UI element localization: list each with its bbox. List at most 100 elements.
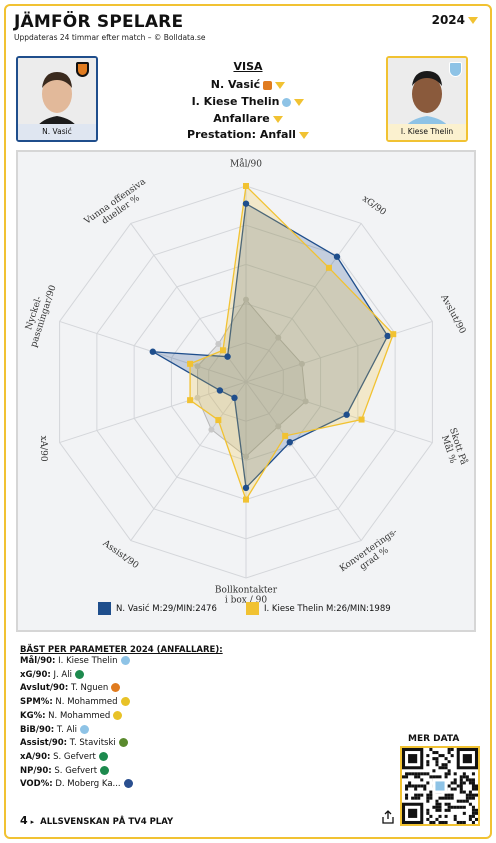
radar-axis-label: Vunna offensivadueller % — [82, 177, 154, 236]
qr-module — [426, 763, 430, 767]
qr-module — [432, 775, 436, 779]
qr-finder — [408, 808, 418, 818]
qr-module — [432, 769, 436, 773]
radar-axis-label: Skott PåMål % — [438, 426, 471, 470]
qr-center-logo — [435, 781, 445, 791]
qr-module — [468, 796, 472, 800]
best-row-value: I. Kiese Thelin — [55, 656, 118, 666]
year-value: 2024 — [431, 13, 465, 27]
best-row: Avslut/90: T. Nguen — [20, 683, 121, 693]
legend-player2: I. Kiese Thelin M:26/MIN:1989 — [246, 602, 391, 615]
qr-module — [435, 802, 439, 806]
player2-selector[interactable]: I. Kiese Thelin — [0, 95, 496, 108]
qr-module — [462, 811, 466, 815]
qr-module — [417, 784, 421, 788]
club-badge-icon — [74, 669, 84, 679]
player1-selector[interactable]: N. Vasić — [0, 78, 496, 91]
qr-module — [435, 805, 439, 809]
club-badge-icon — [282, 97, 292, 107]
best-row-value: N. Mohammed — [52, 697, 118, 708]
radar-point-player2 — [187, 397, 194, 404]
qr-module — [468, 802, 472, 806]
qr-module — [426, 817, 430, 821]
radar-spoke — [245, 320, 433, 383]
best-row: Mål/90: I. Kiese Thelin — [20, 656, 130, 666]
qr-module — [471, 787, 475, 791]
qr-module — [438, 754, 442, 758]
radar-axis-label: xA/90 — [38, 436, 48, 462]
club-badge-icon — [80, 724, 90, 734]
radar-point-player2 — [215, 417, 222, 424]
qr-module — [408, 781, 412, 785]
radar-axis-label-line: i box / 90 — [225, 596, 267, 606]
best-row-label: NP/90: — [20, 765, 52, 776]
qr-module — [447, 769, 451, 773]
qr-module — [438, 820, 442, 824]
footer-text: ALLSVENSKAN PÅ TV4 PLAY — [40, 817, 174, 827]
qr-module — [438, 808, 442, 812]
qr-module — [408, 784, 412, 788]
radar-average-point — [243, 453, 249, 460]
chevron-down-icon — [298, 131, 309, 139]
qr-module — [435, 757, 439, 761]
qr-module — [447, 802, 451, 806]
qr-module — [471, 814, 475, 818]
footer-link[interactable]: 4 ▸ ALLSVENSKAN PÅ TV4 PLAY — [20, 814, 173, 827]
qr-module — [426, 754, 430, 758]
qr-module — [468, 793, 472, 797]
radar-axis-label: Assist/90 — [100, 538, 140, 571]
qr-module — [456, 805, 460, 809]
position-selector[interactable]: Anfallare — [0, 112, 496, 125]
qr-module — [414, 796, 418, 800]
best-row-label: Assist/90: — [20, 738, 68, 749]
radar-point-player1 — [242, 200, 250, 207]
radar-axis-label-line: Bollkontakter — [215, 586, 278, 596]
player1-photo: N. Vasić — [16, 56, 98, 142]
best-row-label: xA/90: — [20, 751, 51, 762]
radar-average-point — [275, 334, 282, 341]
qr-module — [471, 805, 475, 809]
qr-module — [405, 796, 409, 800]
qr-module — [474, 808, 478, 812]
best-row: Assist/90: T. Stavitski — [20, 738, 128, 748]
qr-module — [465, 799, 469, 803]
position-value: Anfallare — [213, 112, 270, 125]
qr-module — [405, 775, 409, 779]
qr-module — [444, 772, 448, 776]
radar-spoke — [245, 381, 433, 444]
qr-module — [459, 799, 463, 803]
legend-label-player1: N. Vasić M:29/MIN:2476 — [116, 604, 217, 614]
radar-point-player1 — [333, 253, 341, 260]
share-icon[interactable] — [382, 810, 394, 824]
qr-code[interactable] — [400, 746, 480, 826]
radar-axis-label-line: Mål/90 — [230, 157, 262, 169]
qr-module — [444, 793, 448, 797]
club-badge-icon — [118, 738, 128, 748]
radar-average-point — [298, 360, 305, 367]
qr-module — [414, 772, 418, 776]
play-triangle-icon: ▸ — [30, 818, 35, 826]
qr-module — [429, 820, 433, 824]
radar-point-player2 — [390, 331, 397, 338]
qr-module — [414, 787, 418, 791]
legend-swatch-player2 — [246, 602, 259, 615]
qr-module — [447, 760, 451, 764]
qr-module — [438, 814, 442, 818]
qr-module — [474, 817, 478, 821]
performance-selector[interactable]: Prestation: Anfall — [0, 128, 496, 141]
qr-module — [438, 766, 442, 770]
year-selector[interactable]: 2024 — [432, 13, 478, 27]
qr-module — [453, 778, 457, 782]
qr-module — [462, 790, 466, 794]
radar-average-point — [194, 394, 201, 401]
best-row-value: N. Mohammed — [45, 710, 111, 721]
qr-module — [456, 820, 460, 824]
qr-module — [447, 772, 451, 776]
player1-name: N. Vasić — [210, 78, 261, 91]
qr-module — [468, 778, 472, 782]
qr-module — [435, 799, 439, 803]
radar-average-point — [302, 398, 309, 405]
radar-point-player1 — [343, 411, 350, 418]
radar-axis-label: Nyckel-passningar/90 — [20, 281, 59, 349]
qr-module — [456, 784, 460, 788]
